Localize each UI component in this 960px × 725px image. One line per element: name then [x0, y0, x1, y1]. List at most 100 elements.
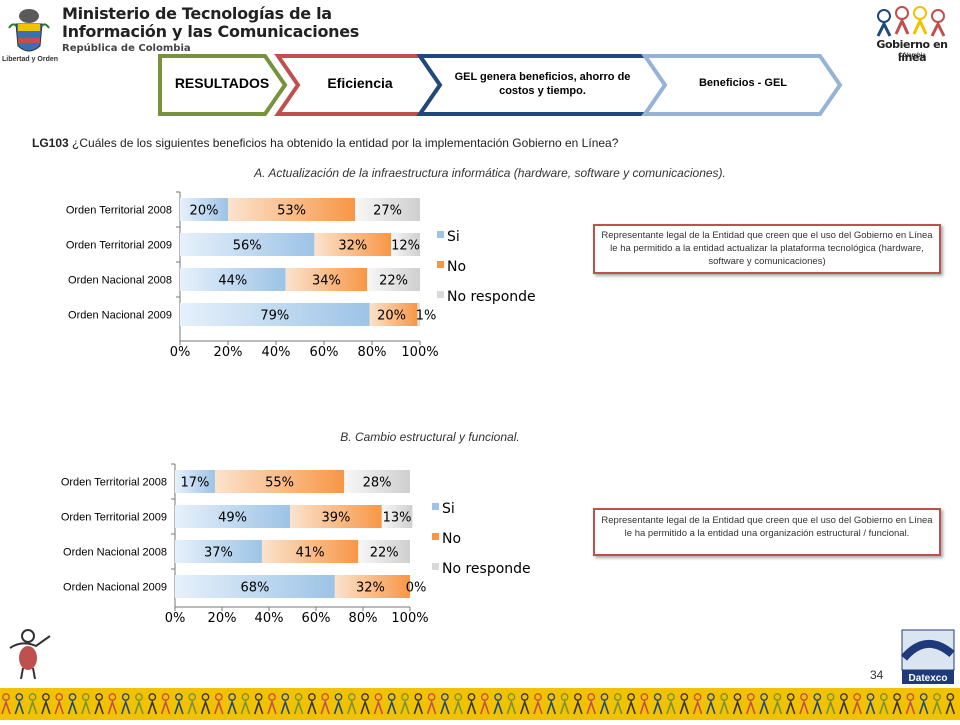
x-tick-label: 0%	[170, 345, 191, 360]
footer-figure-body	[94, 699, 104, 715]
breadcrumb-nav: RESULTADOS Eficiencia GEL genera benefic…	[150, 50, 850, 120]
footer-figure-head	[866, 693, 875, 701]
data-label: 28%	[363, 476, 392, 491]
ministry-line-1: Ministerio de Tecnologías de la	[62, 4, 332, 23]
footer-figure-body	[692, 699, 703, 715]
gel-people-logo-icon	[876, 6, 946, 37]
bar-no	[228, 198, 356, 221]
footer-figure-body	[400, 699, 410, 715]
footer-figure-body	[174, 699, 184, 715]
bar-no-responde	[381, 505, 413, 528]
footer-figure-body	[679, 699, 690, 715]
footer-figure-head	[81, 693, 90, 701]
coat-of-arms-icon	[8, 9, 50, 52]
category-label: Orden Territorial 2009	[66, 240, 172, 252]
bar-no	[369, 303, 418, 326]
footer-figure-head	[773, 693, 782, 701]
bar-no	[214, 470, 345, 493]
tab-resultados[interactable]: RESULTADOS	[174, 75, 270, 91]
data-label: 39%	[322, 511, 351, 526]
footer-figure-body	[253, 699, 264, 715]
chart-1: 0% 20% 40% 60% 80% 100% Orden Territorial 2008…	[61, 463, 531, 626]
data-label: 37%	[204, 546, 233, 561]
footer-figure-body	[373, 699, 384, 715]
legend-label: No	[442, 531, 461, 547]
footer-figure-head	[574, 693, 582, 701]
ministry-line-3: República de Colombia	[62, 43, 191, 54]
footer-figure-head	[746, 693, 755, 701]
category-label: Orden Territorial 2008	[66, 205, 172, 217]
footer-figure-head	[640, 693, 649, 701]
footer-figure-head	[374, 693, 383, 701]
footer-figure-body	[652, 699, 663, 715]
x-tick-label: 60%	[302, 611, 331, 626]
data-label: 55%	[265, 476, 294, 491]
data-label: 22%	[379, 274, 408, 289]
x-tick-label: 0%	[165, 611, 186, 626]
footer-figure-body	[120, 699, 131, 715]
bar-no-responde	[391, 233, 420, 256]
footer-figure-head	[15, 693, 24, 701]
footer-figure-body	[639, 699, 650, 715]
footer-figure-body	[27, 699, 38, 715]
footer-figure-body	[240, 699, 251, 715]
footer-figure-head	[108, 693, 117, 701]
nav-chevrons	[158, 54, 843, 116]
bar-no	[261, 540, 359, 563]
x-tick-label: 20%	[208, 611, 237, 626]
data-label: 32%	[356, 581, 385, 596]
footer-figure-head	[480, 693, 489, 701]
footer-figure-head	[214, 693, 223, 701]
footer-figure-body	[280, 699, 291, 715]
footer-figure-body	[320, 699, 330, 715]
tab-beneficios-gel[interactable]: Beneficios - GEL	[698, 77, 788, 89]
chart-a-title: A. Actualización de la infraestructura i…	[254, 166, 726, 180]
footer-figure-body	[905, 699, 916, 715]
footer-figure-head	[281, 693, 290, 701]
footer-band	[0, 688, 960, 720]
bar-si	[175, 575, 335, 598]
tab-gel-beneficios[interactable]: GEL genera beneficios, ahorro de costos …	[454, 71, 631, 97]
footer-figure-body	[719, 699, 729, 715]
bar-si	[180, 198, 228, 221]
data-label: 49%	[218, 511, 247, 526]
nav-chevron-3	[641, 54, 843, 116]
footer-figure-head	[853, 693, 862, 701]
bar-no-responde	[344, 470, 410, 493]
footer-figure-body	[200, 699, 211, 715]
data-label: 1%	[416, 309, 437, 324]
footer-figure-body	[626, 699, 636, 715]
footer-figure-body	[267, 699, 277, 715]
footer-figure-head	[161, 693, 170, 701]
footer-figure-body	[1, 699, 11, 715]
bar-no-responde	[358, 540, 410, 563]
footer-figure-head	[786, 693, 795, 701]
tab-eficiencia[interactable]: Eficiencia	[327, 75, 393, 91]
data-label: 41%	[296, 546, 325, 561]
data-label: 32%	[338, 239, 367, 254]
data-label: 20%	[190, 204, 219, 219]
footer-figure-body	[453, 699, 463, 715]
legend-label: Si	[442, 501, 455, 517]
footer-figure-head	[268, 693, 276, 701]
footer-figure-head	[387, 693, 396, 701]
bar-si	[180, 303, 370, 326]
footer-figure-head	[560, 693, 569, 701]
footer-figure-body	[134, 699, 144, 715]
footer-figure-head	[587, 693, 596, 701]
data-label: 53%	[277, 204, 306, 219]
category-label: Orden Territorial 2009	[61, 512, 167, 524]
data-label: 56%	[233, 239, 262, 254]
question-body: ¿Cuáles de los siguientes beneficios ha …	[72, 136, 619, 150]
footer-figure-body	[466, 699, 477, 715]
datexco-logo-icon: Datexco	[900, 629, 955, 684]
footer-figure-head	[2, 693, 10, 701]
footer-figure-head	[95, 693, 103, 701]
footer-figure-head	[241, 693, 250, 701]
ministry-line-2: Información y las Comunicaciones	[62, 22, 360, 41]
footer-figure-body	[785, 699, 796, 715]
footer-figure-head	[813, 693, 822, 701]
footer-figure-body	[839, 699, 849, 715]
legend-label: No responde	[442, 561, 531, 577]
footer-figure-body	[187, 699, 197, 715]
